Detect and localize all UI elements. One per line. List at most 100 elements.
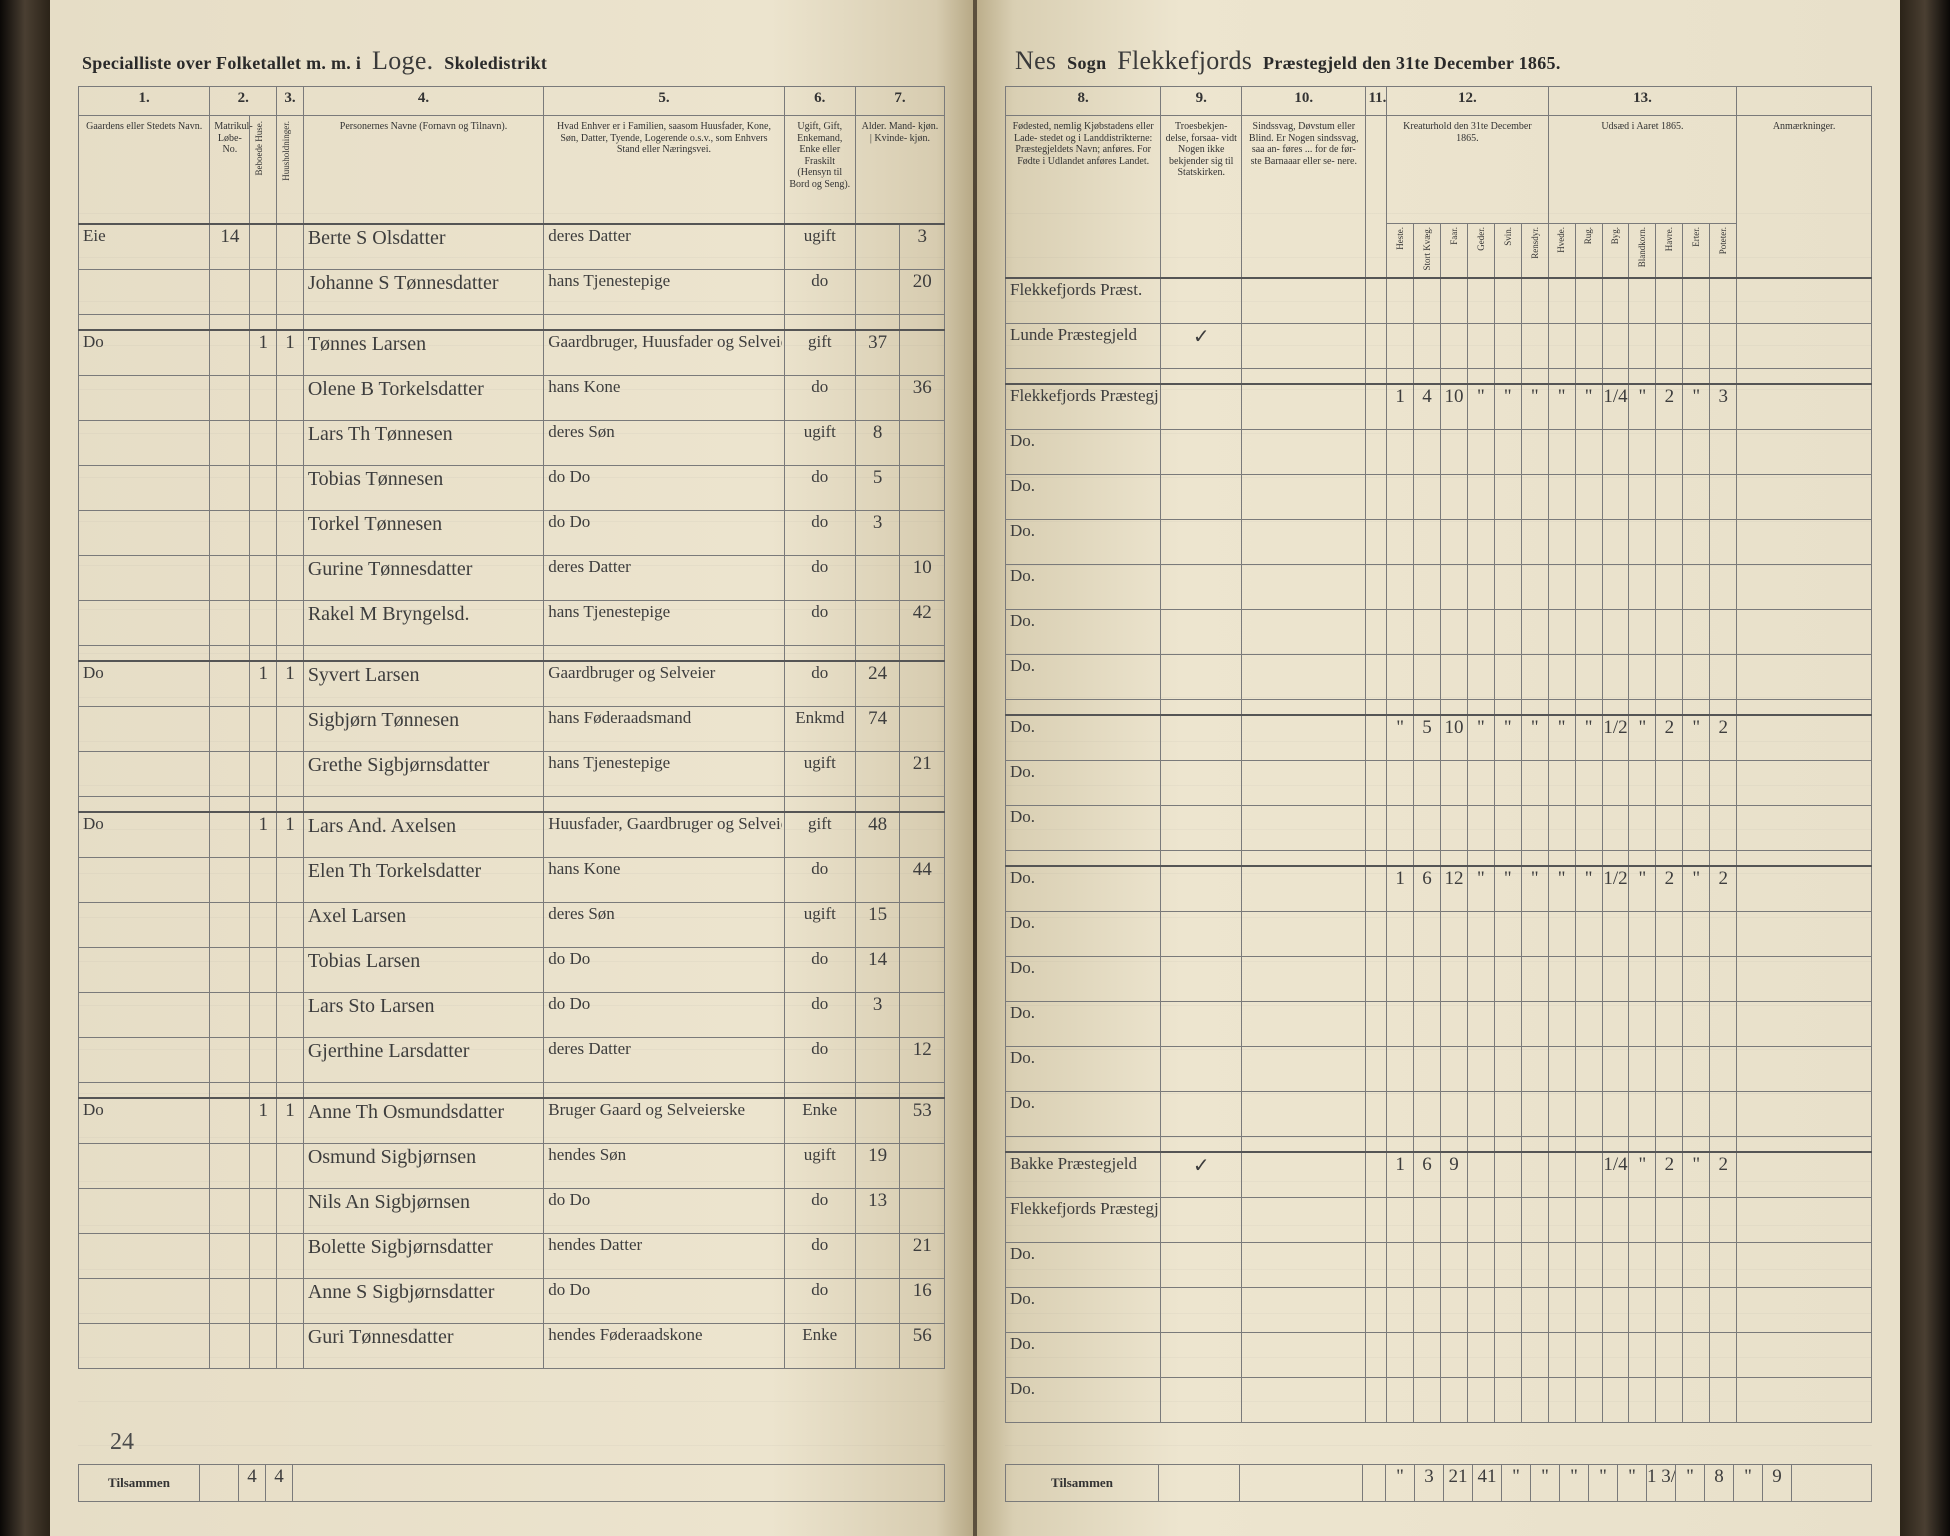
cell [1737,866,1872,912]
cell [210,465,250,510]
cell [1656,369,1683,385]
cell [1366,1137,1387,1153]
cell [1629,806,1656,851]
cell [1440,475,1467,520]
cell: ugift [784,420,855,465]
cell [1414,700,1441,716]
cell [1387,851,1414,867]
colno-8: 8. [1006,87,1161,116]
cell: 2 [1656,384,1683,430]
footer-cell: 41 [1473,1465,1502,1502]
cell [1656,1092,1683,1137]
cell: 1 [1387,384,1414,430]
cell [1521,1198,1548,1243]
cell [1548,1378,1575,1423]
cell [1575,475,1602,520]
cell [1656,655,1683,700]
cell [210,1082,250,1098]
cell [1683,430,1710,475]
cell [1387,1378,1414,1423]
cell [1242,912,1366,957]
cell [1161,565,1242,610]
cell [1242,761,1366,806]
cell [277,796,304,812]
cell [1161,851,1242,867]
cell [1629,655,1656,700]
title-prefix: Specialliste over Folketallet m. m. i [82,53,361,73]
cell [1548,430,1575,475]
cell [1602,1243,1629,1288]
cell: do [784,375,855,420]
hdr-6: Ugift, Gift, Enkemand, Enke eller Fraski… [784,116,855,224]
cell [277,510,304,555]
colno-6: 6. [784,87,855,116]
cell [79,600,210,645]
cell [1494,1378,1521,1423]
cell [855,1082,900,1098]
hdr-5: Hvad Enhver er i Familien, saasom Huusfa… [544,116,784,224]
cell [1521,278,1548,324]
cell [1440,1288,1467,1333]
cell [1414,1092,1441,1137]
cell: 5 [855,465,900,510]
cell [79,645,210,661]
cell: Tønnes Larsen [303,330,543,376]
cell: ugift [784,902,855,947]
footer-cell [1240,1465,1363,1502]
cell [250,706,277,751]
cell: " [1521,866,1548,912]
cell [1366,1002,1387,1047]
cell [250,902,277,947]
cell: 2 [1656,1152,1683,1198]
cell [1242,278,1366,324]
cell: Lars And. Axelsen [303,812,543,858]
cell [1242,610,1366,655]
cell: Gaardbruger, Huusfader og Selveier [544,330,784,376]
cell: ✓ [1161,1152,1242,1198]
cell: 1 [277,1098,304,1144]
cell [900,992,945,1037]
cell [1467,957,1494,1002]
cell [277,706,304,751]
colno-1: 1. [79,87,210,116]
cell [1440,369,1467,385]
cell [1467,610,1494,655]
cell: Enkmd [784,706,855,751]
cell [1414,610,1441,655]
cell [1629,700,1656,716]
cell [1521,912,1548,957]
cell: " [1575,715,1602,761]
cell [210,796,250,812]
cell: 2 [1656,866,1683,912]
cell [1548,610,1575,655]
cell [250,420,277,465]
cell [1387,1047,1414,1092]
cell [900,314,945,330]
cell [1387,430,1414,475]
cell: Nils An Sigbjørnsen [303,1188,543,1233]
cell [210,1037,250,1082]
cell [1683,278,1710,324]
cell [1710,655,1737,700]
cell [1575,1047,1602,1092]
cell [1387,1333,1414,1378]
cell [1494,1047,1521,1092]
cell [1467,430,1494,475]
title-district: Loge. [366,46,439,75]
cell [1440,1047,1467,1092]
cell: 14 [210,224,250,270]
cell [79,751,210,796]
cell [1575,957,1602,1002]
hdr-2a: Matrikul- Løbe- No. [210,116,250,224]
cell [277,314,304,330]
cell [210,420,250,465]
cell [1366,761,1387,806]
cell [1414,1047,1441,1092]
cell [210,555,250,600]
colno-4: 4. [303,87,543,116]
cell [1414,1243,1441,1288]
title-praestegjeld: Flekkefjords [1111,46,1258,75]
cell [210,751,250,796]
cell [855,645,900,661]
cell: deres Datter [544,1037,784,1082]
